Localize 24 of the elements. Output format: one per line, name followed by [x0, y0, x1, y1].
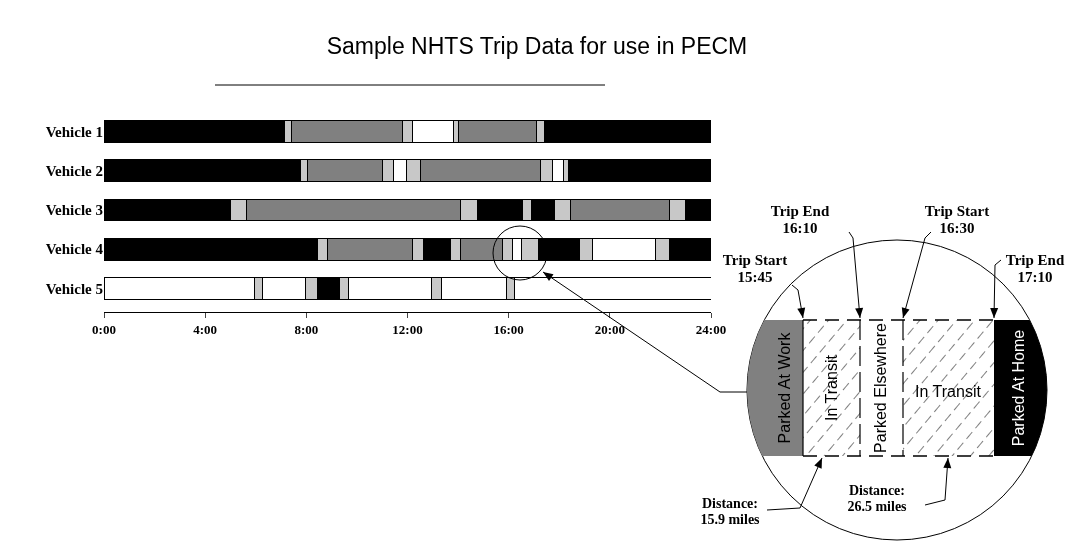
text: Trip Start 16:30: [924, 203, 990, 237]
text: Parked Elsewhere: [872, 322, 890, 453]
x-tick-label: 24:00: [695, 321, 727, 337]
y-tick-label: Vehicle 2: [45, 163, 103, 180]
x-tick-label: 12:00: [392, 321, 423, 337]
y-tick-label: Vehicle 3: [45, 202, 103, 219]
text: Parked At Home: [1010, 329, 1028, 447]
text: In Transit: [823, 354, 841, 421]
text: Trip End 17:10: [1005, 252, 1065, 286]
text: In Transit: [915, 383, 982, 401]
text: Parked At Work: [776, 331, 794, 444]
y-tick-label: Vehicle 1: [45, 123, 103, 140]
text: Distance: 26.5 miles: [847, 483, 908, 515]
text: Trip End 16:10: [770, 203, 830, 237]
x-tick-label: 4:00: [193, 321, 218, 337]
text: Trip Start 15:45: [722, 252, 788, 286]
y-tick-label: Vehicle 4: [45, 241, 104, 258]
x-tick-label: 8:00: [294, 321, 319, 337]
text: Distance: 15.9 miles: [700, 496, 761, 528]
chart-title: Sample NHTS Trip Data for use in PECM: [326, 33, 748, 60]
y-tick-label: Vehicle 5: [45, 280, 103, 297]
x-tick-label: 16:00: [493, 321, 524, 337]
x-tick-label: 20:00: [594, 321, 625, 337]
x-tick-label: 0:00: [92, 321, 116, 337]
